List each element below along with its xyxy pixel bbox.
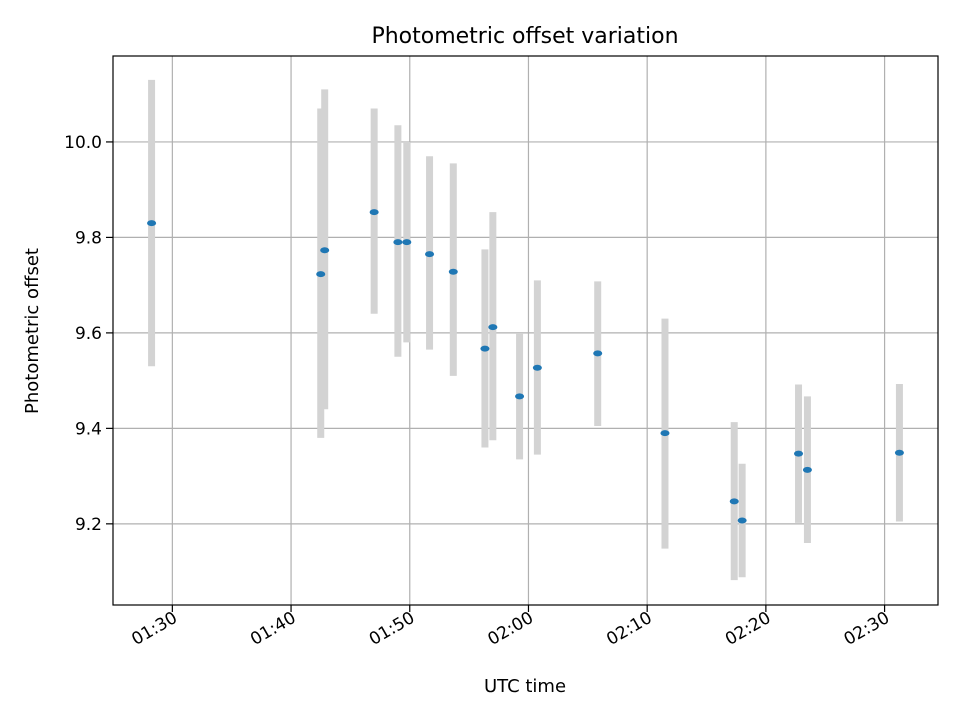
x-axis-label: UTC time: [484, 676, 566, 697]
data-point: [147, 220, 157, 227]
y-tick-label: 9.4: [75, 419, 102, 439]
data-point: [320, 247, 330, 254]
data-point: [316, 271, 326, 278]
data-point: [894, 449, 904, 456]
y-tick-label: 9.8: [75, 228, 102, 248]
data-point: [448, 268, 458, 275]
data-point: [488, 324, 498, 331]
data-point: [393, 239, 403, 246]
y-tick-label: 10.0: [64, 133, 102, 153]
data-point: [425, 251, 435, 258]
data-point: [660, 430, 670, 437]
data-point: [532, 364, 542, 371]
plot-frame: [112, 55, 939, 606]
y-axis-ticks: 9.2 9.4 9.6 9.8 10.0: [64, 133, 113, 535]
data-point: [802, 466, 812, 473]
data-point: [480, 345, 490, 352]
chart-title: Photometric offset variation: [371, 24, 678, 49]
data-point: [729, 498, 739, 505]
data-point: [794, 450, 804, 457]
y-tick-label: 9.2: [75, 515, 102, 535]
data-point: [369, 209, 379, 216]
y-axis-label: Photometric offset: [22, 248, 43, 414]
data-points: [147, 209, 904, 524]
data-point: [515, 393, 525, 400]
data-point: [593, 350, 603, 357]
y-tick-label: 9.6: [75, 324, 102, 344]
data-point: [737, 517, 747, 524]
data-point: [402, 239, 412, 246]
